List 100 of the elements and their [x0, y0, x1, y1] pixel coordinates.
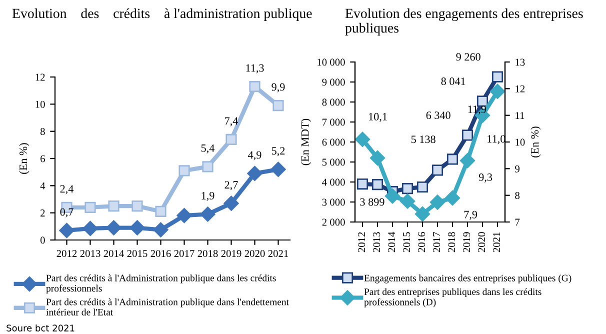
point [402, 183, 414, 194]
x-tick-label: 2021 [268, 250, 288, 258]
data-label: 9,9 [272, 83, 285, 92]
y2-tick-label: 13 [516, 58, 525, 66]
point [200, 206, 216, 222]
data-label: 2,7 [224, 181, 238, 190]
x-tick-label: 2017 [174, 250, 194, 258]
data-label: 3 899 [360, 198, 384, 206]
point [59, 222, 74, 238]
y-tick-label: 3 000 [322, 198, 345, 206]
y-tick-label: 8 000 [322, 98, 345, 106]
x-tick-label: 2016 [418, 232, 426, 252]
point [176, 208, 192, 224]
data-label: 9 260 [456, 53, 480, 61]
data-label: 5,2 [272, 147, 285, 156]
y-tick-label: 2 000 [322, 218, 345, 226]
point [272, 100, 284, 112]
point [155, 206, 166, 218]
x-tick-label: 2016 [150, 250, 171, 258]
y-tick-label: 4 [40, 182, 46, 190]
y2-tick-label: 8 [515, 192, 520, 200]
y-tick-label: 2 [40, 210, 45, 216]
point [270, 162, 286, 177]
point [384, 188, 400, 204]
data-label: 7,9 [464, 210, 478, 220]
point [178, 165, 190, 176]
x-tick-label: 2014 [104, 250, 124, 258]
y-tick-label: 9 000 [322, 78, 345, 86]
x-tick-label: 2019 [221, 250, 242, 258]
point [372, 179, 384, 190]
point [370, 150, 386, 166]
legend-label: Part des crédits à l'Administration publique dans les crédits professionnels [46, 274, 276, 294]
y-tick-label: 0 [40, 236, 45, 244]
x-tick-label: 2021 [493, 232, 500, 252]
y-tick-label: 10 [36, 100, 45, 108]
y2-tick-label: 9 [515, 165, 520, 172]
legend-label: Part des entreprises publiques dans les crédits professionnels (D) [364, 288, 542, 308]
data-label: 7,4 [225, 117, 238, 126]
point [106, 220, 122, 236]
point [130, 220, 145, 236]
chart-title: Evolution des engagements des entreprises publiques [345, 8, 583, 36]
data-label: 11,9 [468, 106, 486, 115]
y2-axis-title: (En %) [530, 126, 541, 158]
chart-title: Evolution des crédits à l'administration publique [12, 8, 312, 21]
point [460, 153, 476, 168]
y-tick-label: 8 [40, 128, 45, 136]
data-label: 8 041 [441, 78, 466, 86]
data-label: 6 340 [426, 112, 450, 120]
point [416, 181, 428, 193]
y2-tick-label: 11 [516, 112, 524, 119]
x-tick-label: 2017 [433, 232, 440, 252]
data-label: 1,9 [202, 192, 214, 202]
x-tick-label: 2020 [244, 250, 265, 258]
data-label: 4,9 [248, 151, 262, 160]
x-tick-label: 2012 [358, 232, 366, 252]
y-tick-label: 4 000 [322, 178, 345, 186]
data-label: 10,1 [369, 112, 387, 122]
x-tick-label: 2018 [448, 232, 456, 252]
point [446, 154, 458, 165]
point [82, 220, 98, 236]
data-label: 5,4 [201, 144, 215, 154]
legend-label: Part des crédits à l'Administration publique dans l'endettement intérieur de l'Etat [46, 298, 289, 316]
legend-label: Engagements bancaires des entreprises publiques (G) [364, 274, 572, 284]
x-tick-label: 2013 [373, 232, 380, 252]
point [108, 200, 120, 212]
point [224, 196, 239, 211]
point [153, 222, 168, 238]
text: Soure bct 2021 [6, 324, 74, 332]
y2-tick-label: 10 [516, 138, 525, 146]
data-label: 5 138 [411, 136, 436, 144]
x-tick-label: 2013 [80, 250, 100, 258]
point [462, 130, 474, 141]
x-tick-label: 2014 [388, 232, 396, 252]
data-label: 11,3 [246, 64, 264, 74]
x-tick-label: 2015 [403, 232, 410, 252]
point [490, 84, 505, 99]
point [414, 206, 430, 222]
point [432, 164, 444, 176]
point [84, 202, 96, 213]
point [249, 80, 260, 92]
y-tick-label: 5 000 [322, 158, 345, 166]
point [247, 166, 262, 182]
y-axis-title: (En %) [19, 143, 30, 174]
point [132, 200, 143, 212]
x-tick-label: 2020 [478, 232, 486, 252]
y-tick-label: 10 000 [318, 58, 345, 66]
x-tick-label: 2018 [198, 250, 218, 258]
point [356, 178, 368, 190]
y-tick-label: 7 000 [322, 118, 345, 126]
point [492, 71, 504, 82]
y2-tick-label: 12 [516, 85, 525, 92]
y-axis-title: (En MDT) [301, 118, 312, 166]
point [400, 194, 416, 209]
y-tick-label: 12 [36, 74, 45, 81]
point [430, 194, 446, 210]
data-label: 9,3 [478, 174, 492, 183]
data-label: 0,7 [60, 208, 74, 218]
x-tick-label: 2012 [56, 250, 77, 258]
point [355, 132, 370, 147]
data-label: 2,4 [60, 185, 74, 194]
